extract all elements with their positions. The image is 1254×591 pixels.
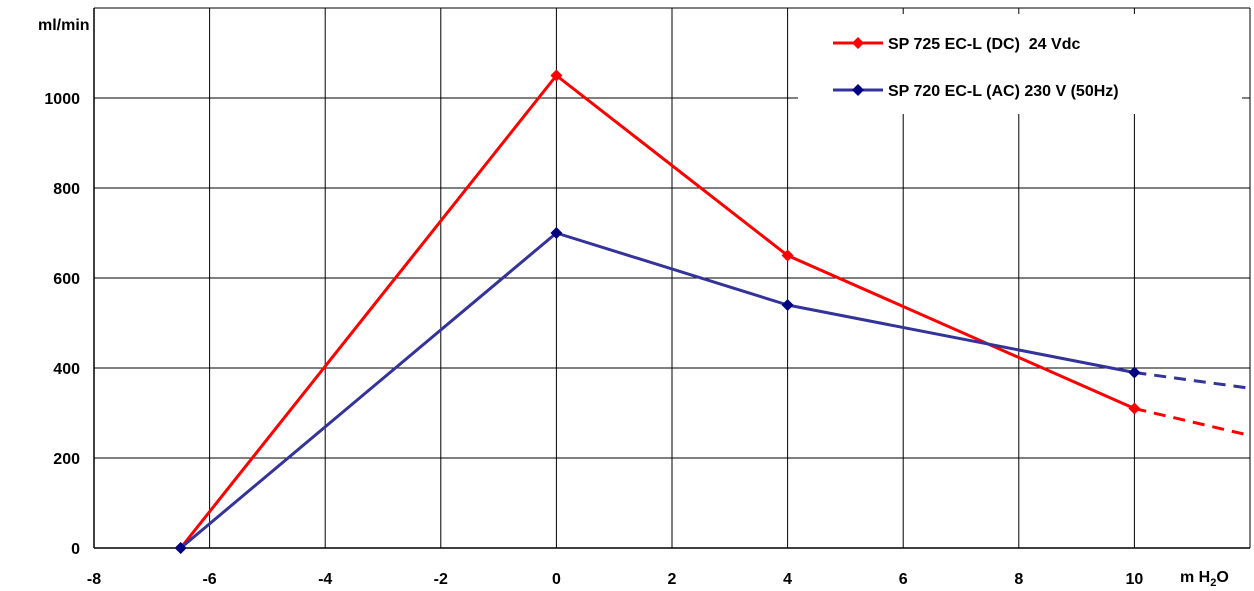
legend-marker-sp725 <box>852 37 864 49</box>
data-point <box>550 227 563 239</box>
y-tick-label: 800 <box>53 181 80 198</box>
y-tick-label: 600 <box>53 271 80 288</box>
tick-labels: -8 -6 -4 -2 0 2 4 6 8 10 0 200 400 600 800 1000 <box>44 91 1143 588</box>
x-tick-label: 6 <box>899 571 908 588</box>
series-1 <box>174 227 1251 554</box>
legend-label-sp725: SP 725 EC-L (DC) 24 Vdc <box>888 36 1080 53</box>
data-point <box>550 69 563 82</box>
data-point <box>1128 366 1141 379</box>
legend-label-sp720: SP 720 EC-L (AC) 230 V (50Hz) <box>888 83 1119 100</box>
x-tick-label: 0 <box>552 571 561 588</box>
x-tick-label: -4 <box>318 571 332 588</box>
x-axis-label-main: m H <box>1180 569 1210 586</box>
axes <box>93 8 1250 549</box>
x-tick-label: 4 <box>783 571 792 588</box>
series-line <box>179 231 1135 550</box>
data-point <box>174 542 187 554</box>
y-axis-label: ml/min <box>38 17 90 34</box>
x-axis-label-tail: O <box>1216 569 1228 586</box>
x-axis-label-sub: 2 <box>1210 577 1216 589</box>
series-line <box>179 74 1136 549</box>
legend-box <box>798 14 1242 114</box>
x-axis-label: m H2O <box>1180 569 1229 589</box>
legend: SP 725 EC-L (DC) 24 Vdc SP 720 EC-L (AC)… <box>798 14 1242 114</box>
x-tick-label: 10 <box>1126 571 1144 588</box>
y-tick-label: 0 <box>71 541 80 558</box>
y-tick-label: 400 <box>53 361 80 378</box>
y-tick-label: 1000 <box>44 91 80 108</box>
y-tick-label: 200 <box>53 451 80 468</box>
series-extrapolation <box>1134 407 1251 437</box>
x-tick-label: -2 <box>434 571 448 588</box>
x-tick-label: 2 <box>668 571 677 588</box>
series-layer <box>174 69 1251 554</box>
x-tick-label: -8 <box>87 571 101 588</box>
legend-marker-sp720 <box>852 84 864 96</box>
data-point <box>1128 402 1141 415</box>
data-point <box>781 249 794 262</box>
x-tick-label: 8 <box>1014 571 1023 588</box>
series-0 <box>174 69 1251 554</box>
series-extrapolation <box>1134 371 1251 390</box>
data-point <box>781 299 794 311</box>
x-tick-label: -6 <box>202 571 216 588</box>
